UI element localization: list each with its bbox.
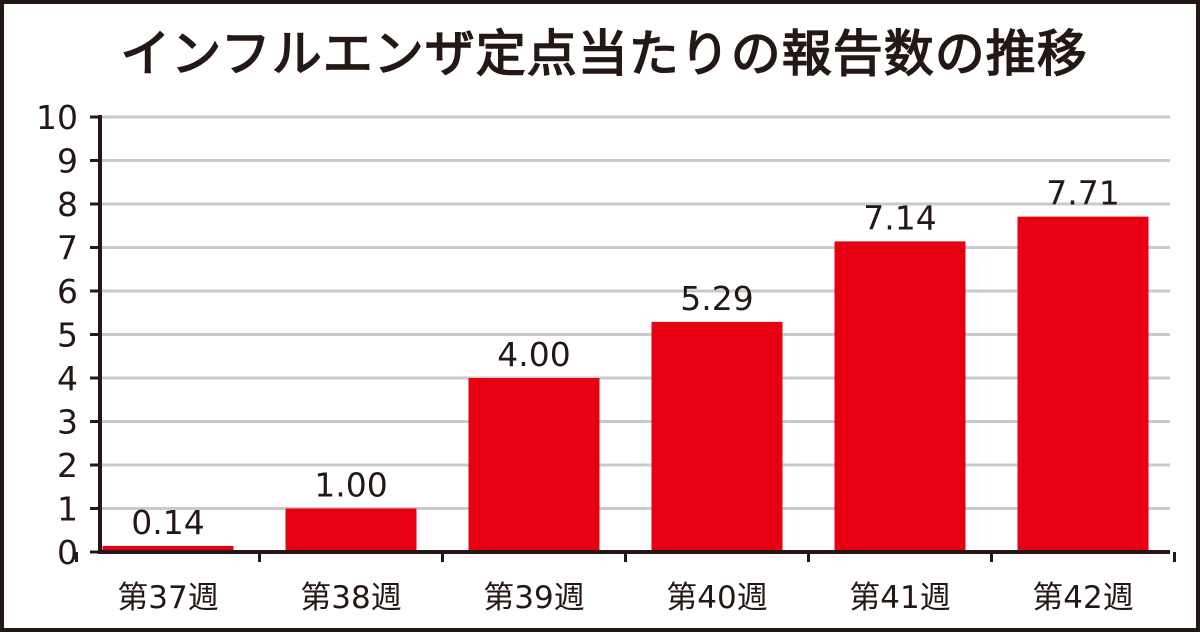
y-tick-label: 4 (57, 359, 78, 398)
axes (75, 115, 1176, 562)
bar-value-label: 4.00 (497, 335, 570, 374)
x-tick-label: 第42週 (1032, 580, 1133, 616)
x-tick-labels: 第37週 第38週 第39週 第40週 第41週 第42週 (117, 580, 1133, 616)
y-tick-label: 3 (57, 403, 78, 442)
y-tick-labels: 0 1 2 3 4 5 6 7 8 9 10 (36, 98, 78, 572)
x-tick-label: 第41週 (849, 580, 950, 616)
y-tick-label: 9 (57, 142, 78, 181)
y-tick-label: 5 (57, 316, 78, 355)
bar-value-label: 0.14 (131, 503, 204, 542)
bar-value-label: 7.14 (863, 198, 936, 237)
y-tick-label: 10 (36, 98, 78, 137)
bar (1017, 216, 1149, 553)
gridlines (100, 115, 1170, 510)
bar-chart: 0 1 2 3 4 5 6 7 8 9 10 第37週 第38週 第39週 第40週 第41週 第42週 0.… (36, 98, 1176, 616)
bar (102, 545, 234, 552)
bar-value-label: 7.71 (1046, 174, 1119, 213)
y-tick-label: 2 (57, 446, 78, 485)
y-tick-label: 8 (57, 185, 78, 224)
y-tick-label: 6 (57, 272, 78, 311)
y-tick-label: 1 (57, 490, 78, 529)
y-tick-label: 7 (57, 229, 78, 268)
bar (468, 378, 600, 552)
x-tick-label: 第37週 (117, 580, 218, 616)
chart-title: インフルエンザ定点当たりの報告数の推移 (120, 25, 1088, 83)
y-tick-label: 0 (57, 533, 78, 572)
x-tick-label: 第38週 (300, 580, 401, 616)
value-labels: 0.14 1.00 4.00 5.29 7.14 7.71 (131, 174, 1119, 542)
bar (651, 321, 783, 552)
bar-value-label: 5.29 (680, 279, 753, 318)
x-tick-label: 第39週 (483, 580, 584, 616)
bar (285, 508, 417, 552)
bars (102, 216, 1149, 553)
bar-value-label: 1.00 (314, 466, 387, 505)
bar (834, 241, 966, 552)
x-tick-label: 第40週 (666, 580, 767, 616)
